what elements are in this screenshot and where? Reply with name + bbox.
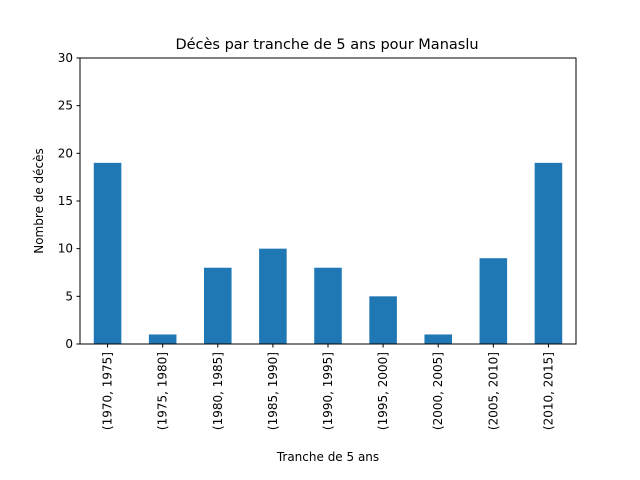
x-tick-label-8: (2010, 2015] [541,352,555,430]
x-tick-label-3: (1985, 1990] [266,352,280,430]
chart-title: Décès par tranche de 5 ans pour Manaslu [175,37,478,53]
y-axis-title: Nombre de décès [32,148,46,254]
x-axis-title: Tranche de 5 ans [276,450,379,464]
bar-6 [424,334,452,344]
bar-5 [369,296,397,344]
y-tick-label-4: 20 [58,146,73,160]
x-axis: (1970, 1975] (1975, 1980] (1980, 1985] (198… [101,344,555,430]
y-tick-label-3: 15 [58,194,73,208]
y-tick-label-6: 30 [58,51,73,65]
y-axis: 0 5 10 15 20 25 30 [58,51,80,351]
bar-1 [148,334,177,344]
bar-4 [314,267,342,344]
bar-0 [93,162,122,344]
x-tick-label-4: (1990, 1995] [321,352,335,430]
bar-3 [259,248,287,344]
x-tick-label-2: (1980, 1985] [211,352,225,430]
bars-group [93,162,563,344]
x-tick-label-1: (1975, 1980] [156,352,170,430]
x-tick-label-6: (2000, 2005] [431,352,445,430]
x-tick-label-0: (1970, 1975] [101,352,115,430]
y-tick-label-5: 25 [58,99,73,113]
y-tick-label-2: 10 [58,242,73,256]
y-tick-label-0: 0 [65,337,73,351]
x-tick-label-7: (2005, 2010] [486,352,500,430]
x-tick-label-5: (1995, 2000] [376,352,390,430]
bar-8 [534,162,563,344]
y-tick-label-1: 5 [65,289,73,303]
bar-2 [204,267,232,344]
bar-7 [479,258,508,344]
